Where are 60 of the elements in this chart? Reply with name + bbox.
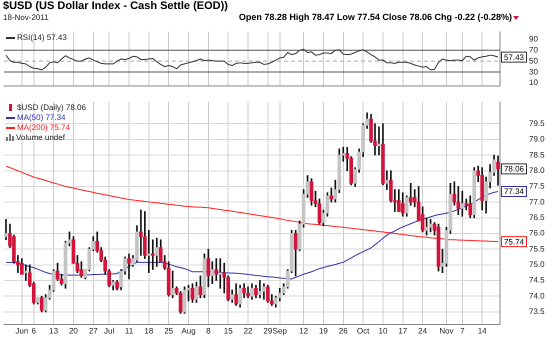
data-label: 57.43 (504, 52, 525, 62)
x-tick-label: 24 (418, 326, 428, 336)
candlestick (258, 280, 262, 298)
x-tick-label: 20 (68, 326, 78, 336)
x-tick-label: 7 (460, 326, 466, 336)
x-tick-label: 6 (32, 326, 37, 336)
y-tick-label: 70 (529, 46, 538, 54)
y-tick-label: 79.5 (529, 118, 546, 128)
x-tick-label: 15 (224, 326, 234, 336)
x-tick-label: 17 (398, 326, 408, 336)
x-tick-label: 25 (164, 326, 174, 336)
x-tick-label: Jul (104, 326, 114, 336)
candlestick (377, 126, 381, 156)
x-tick-label: Nov (439, 326, 454, 336)
y-tick-label: 78.5 (529, 150, 546, 160)
y-tick-label: 75.5 (529, 244, 546, 254)
x-tick-label: 26 (338, 326, 348, 336)
legend-label: MA(50) 77.34 (17, 112, 66, 123)
data-label: 75.74 (504, 237, 525, 246)
candlestick (4, 219, 8, 240)
y-tick-label: 74.0 (529, 291, 546, 300)
x-tick-label: 12 (299, 326, 309, 336)
x-tick-label: 14 (478, 326, 488, 336)
x-tick-label: 27 (88, 326, 98, 336)
y-tick-label: 90 (529, 34, 538, 44)
x-tick-label: 8 (206, 326, 212, 336)
x-tick-label: Sep (272, 326, 288, 336)
y-tick-label: 77.0 (529, 197, 546, 206)
y-tick-label: 10 (529, 78, 538, 88)
candlestick (127, 254, 131, 280)
legend-label: RSI(14) 57.43 (17, 32, 67, 43)
y-tick-label: 74.5 (529, 276, 546, 285)
y-tick-label: 79.0 (529, 134, 546, 144)
x-tick-label: 29 (263, 326, 273, 336)
candlestick (496, 156, 500, 186)
x-tick-label: Aug (181, 326, 196, 336)
x-tick-label: Oct (356, 326, 370, 336)
y-tick-label: 77.5 (529, 182, 546, 191)
legend-label: $USD (Daily) 78.06 (17, 102, 86, 113)
x-tick-label: 11 (124, 326, 134, 336)
chart-title: $USD (US Dollar Index - Cash Settle (EOD)) (3, 0, 228, 12)
x-tick-label: Jun (15, 326, 28, 336)
text: Open 78.28 High 78.47 Low 77.54 Close 78.06 Chg -0.22 (-0.28%) (238, 12, 512, 22)
annotation: Volume undef (16, 132, 65, 143)
data-label: 77.34 (504, 187, 525, 196)
x-tick-label: 19 (318, 326, 328, 336)
y-tick-label: 76.5 (529, 213, 546, 222)
y-tick-label: 73.5 (529, 307, 546, 316)
y-tick-label: 50 (529, 56, 538, 66)
y-tick-label: 30 (529, 67, 538, 76)
x-tick-label: 18 (144, 326, 154, 336)
y-tick-label: 75.0 (529, 260, 546, 270)
x-tick-label: 22 (244, 326, 254, 336)
x-tick-label: 13 (49, 326, 59, 336)
y-tick-label: 78.0 (529, 166, 546, 175)
text: 78.06 (504, 164, 524, 174)
y-tick-label: 76.0 (529, 228, 546, 238)
chart-subtitle: 18-Nov-2011 (3, 13, 49, 22)
x-tick-label: 10 (378, 326, 388, 336)
legend-label: MA(200) 75.74 (17, 122, 70, 133)
